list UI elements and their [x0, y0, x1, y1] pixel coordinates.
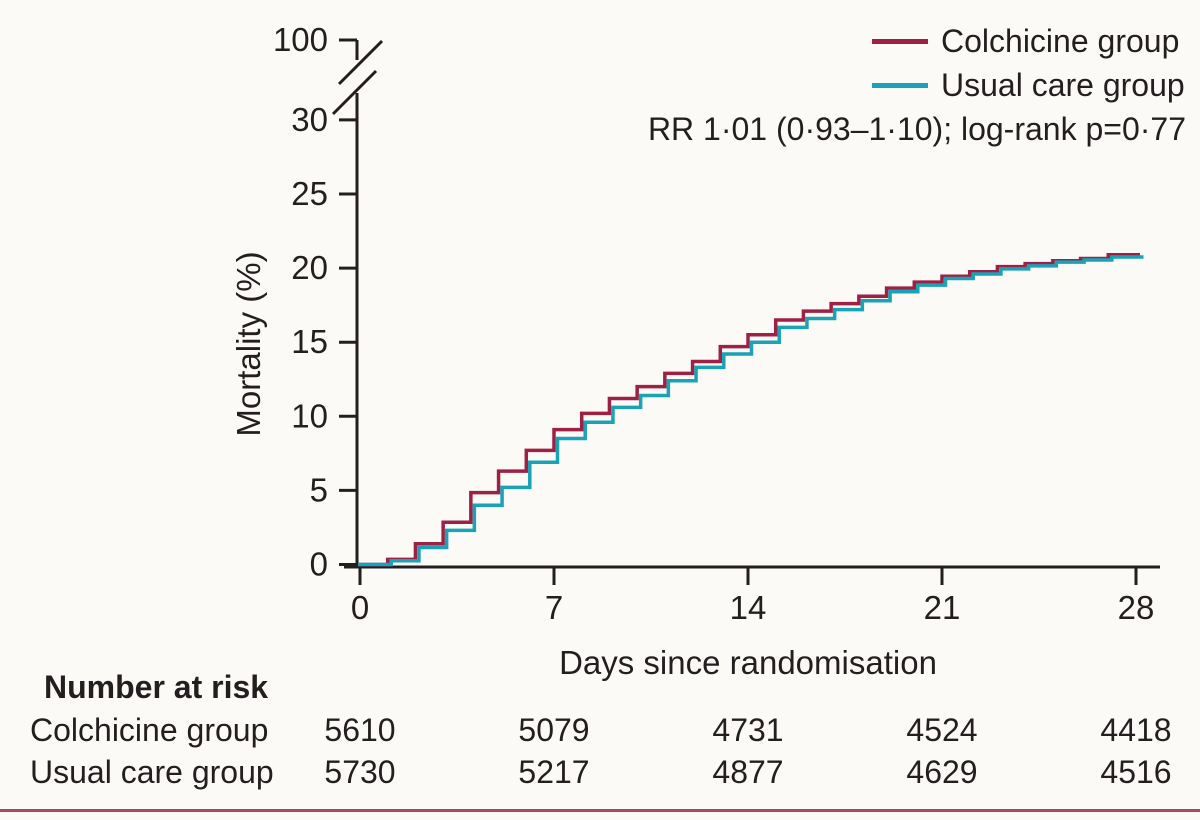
- x-axis-title: Days since randomisation: [559, 644, 937, 681]
- risk-value: 5730: [324, 754, 396, 790]
- y-tick-label: 20: [291, 249, 328, 286]
- y-tick-label: 5: [310, 471, 328, 508]
- colchicine-line-swatch: [872, 38, 928, 44]
- legend-item-colchicine: Colchicine group: [872, 22, 1179, 60]
- x-tick-label: 28: [1118, 589, 1155, 626]
- usual-care-line-swatch: [872, 82, 928, 88]
- y-tick-label: 10: [291, 397, 328, 434]
- y-axis-title: Mortality (%): [230, 251, 267, 437]
- figure-bottom-rule: [0, 809, 1200, 812]
- rr-logrank-annotation: RR 1·01 (0·93–1·10); log-rank p=0·77: [647, 111, 1186, 147]
- risk-value: 4731: [712, 712, 784, 748]
- risk-value: 4629: [906, 754, 978, 790]
- risk-row-usual-care: Usual care group 5730 5217 4877 4629 451…: [0, 753, 1200, 791]
- y-tick-label: 100: [273, 21, 328, 58]
- x-tick-label: 0: [351, 589, 369, 626]
- x-tick-label: 21: [924, 589, 961, 626]
- risk-value: 4418: [1100, 712, 1172, 748]
- number-at-risk-header: Number at risk: [44, 669, 269, 705]
- risk-value: 5079: [518, 712, 590, 748]
- y-tick-label: 0: [310, 546, 328, 583]
- x-tick-label: 7: [545, 589, 563, 626]
- risk-value: 4516: [1100, 754, 1172, 790]
- axis-break-slash: [337, 39, 384, 86]
- risk-value: 5610: [324, 712, 396, 748]
- y-tick-label: 15: [291, 323, 328, 360]
- y-tick-label: 30: [291, 101, 328, 138]
- risk-row-label: Colchicine group: [30, 712, 269, 748]
- legend-item-usual-care: Usual care group: [872, 66, 1185, 104]
- x-tick-label: 14: [730, 589, 767, 626]
- y-tick-label: 25: [291, 175, 328, 212]
- legend-label-usual-care: Usual care group: [941, 67, 1185, 103]
- risk-value: 4877: [712, 754, 784, 790]
- usual-care-curve: [358, 255, 1144, 567]
- colchicine-curve: [358, 253, 1140, 567]
- risk-value: 5217: [518, 754, 590, 790]
- risk-row-colchicine: Colchicine group 5610 5079 4731 4524 441…: [0, 711, 1200, 749]
- risk-row-label: Usual care group: [30, 754, 274, 790]
- axis-break-slash: [331, 69, 378, 116]
- risk-value: 4524: [906, 712, 978, 748]
- legend-label-colchicine: Colchicine group: [941, 23, 1180, 59]
